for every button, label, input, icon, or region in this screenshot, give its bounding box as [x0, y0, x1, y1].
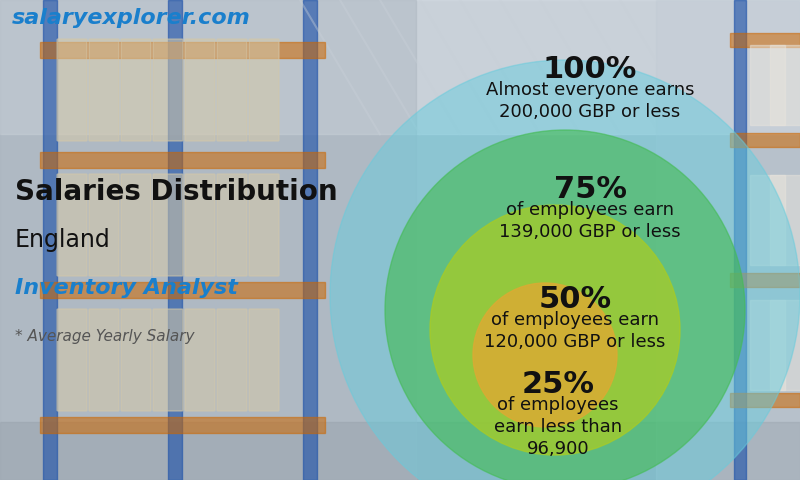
Text: Salaries Distribution: Salaries Distribution: [15, 178, 338, 206]
Text: earn less than: earn less than: [494, 418, 622, 436]
FancyBboxPatch shape: [153, 39, 183, 141]
Bar: [730, 273, 800, 287]
FancyBboxPatch shape: [89, 174, 119, 276]
FancyBboxPatch shape: [121, 309, 151, 411]
Bar: [750, 175, 785, 265]
Bar: [730, 133, 800, 147]
Circle shape: [430, 205, 680, 455]
Text: 25%: 25%: [522, 370, 594, 399]
Bar: [0, 0, 416, 480]
FancyBboxPatch shape: [217, 309, 247, 411]
FancyBboxPatch shape: [89, 39, 119, 141]
FancyBboxPatch shape: [185, 39, 215, 141]
Text: * Average Yearly Salary: * Average Yearly Salary: [15, 328, 194, 344]
Bar: [0, 422, 800, 480]
FancyBboxPatch shape: [185, 309, 215, 411]
Circle shape: [473, 283, 617, 427]
Bar: [770, 45, 800, 125]
Bar: [750, 45, 785, 125]
Text: 75%: 75%: [554, 175, 626, 204]
FancyBboxPatch shape: [185, 174, 215, 276]
Text: England: England: [15, 228, 110, 252]
FancyBboxPatch shape: [249, 39, 279, 141]
FancyBboxPatch shape: [121, 174, 151, 276]
FancyBboxPatch shape: [217, 39, 247, 141]
Text: of employees: of employees: [498, 396, 618, 414]
Text: of employees earn: of employees earn: [506, 201, 674, 219]
Bar: [750, 300, 785, 390]
Bar: [770, 300, 800, 390]
Bar: [303, 0, 317, 480]
Text: 120,000 GBP or less: 120,000 GBP or less: [484, 333, 666, 351]
Bar: [0, 0, 800, 134]
FancyBboxPatch shape: [89, 309, 119, 411]
Text: of employees earn: of employees earn: [491, 311, 659, 329]
FancyBboxPatch shape: [217, 174, 247, 276]
Bar: [734, 0, 746, 480]
Text: 50%: 50%: [538, 285, 611, 314]
Bar: [770, 175, 800, 265]
Text: Almost everyone earns: Almost everyone earns: [486, 81, 694, 99]
Bar: [730, 393, 800, 407]
FancyBboxPatch shape: [57, 39, 87, 141]
FancyBboxPatch shape: [121, 39, 151, 141]
Circle shape: [330, 60, 800, 480]
Bar: [40, 152, 325, 168]
FancyBboxPatch shape: [249, 174, 279, 276]
Text: 200,000 GBP or less: 200,000 GBP or less: [499, 103, 681, 121]
Text: 96,900: 96,900: [526, 440, 590, 458]
Text: Inventory Analyst: Inventory Analyst: [15, 278, 238, 298]
FancyBboxPatch shape: [57, 174, 87, 276]
Bar: [43, 0, 57, 480]
Bar: [40, 282, 325, 298]
Text: salaryexplorer.com: salaryexplorer.com: [12, 8, 250, 28]
FancyBboxPatch shape: [57, 309, 87, 411]
FancyBboxPatch shape: [249, 309, 279, 411]
FancyBboxPatch shape: [153, 309, 183, 411]
Bar: [40, 42, 325, 58]
Text: 100%: 100%: [543, 55, 637, 84]
Bar: [656, 0, 800, 480]
Bar: [40, 417, 325, 433]
Bar: [730, 33, 800, 47]
Circle shape: [385, 130, 745, 480]
Text: 139,000 GBP or less: 139,000 GBP or less: [499, 223, 681, 241]
Bar: [168, 0, 182, 480]
FancyBboxPatch shape: [153, 174, 183, 276]
